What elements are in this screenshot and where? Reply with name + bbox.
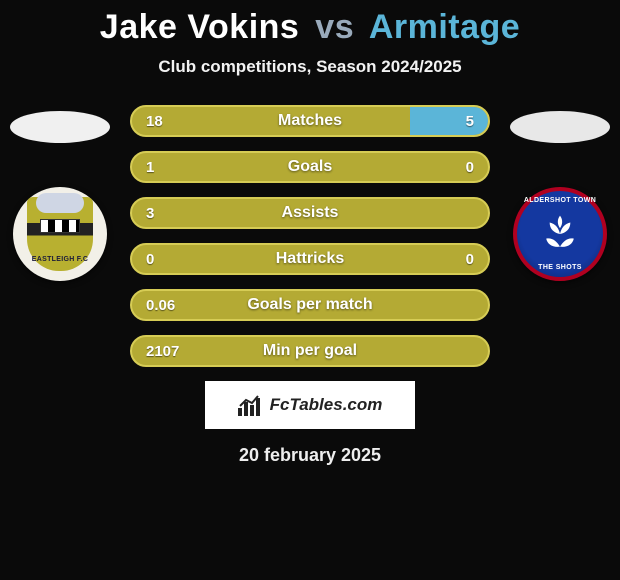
badge-right-bottom: THE SHOTS [517, 264, 603, 271]
stat-bar: 1 Goals 0 [130, 151, 490, 183]
watermark-text: FcTables.com [270, 395, 383, 415]
stat-bars: 18 Matches 5 1 Goals 0 3 Assists 0 Hattr… [130, 105, 490, 367]
subtitle: Club competitions, Season 2024/2025 [0, 57, 620, 77]
vs-label: vs [315, 8, 354, 46]
date-label: 20 february 2025 [0, 445, 620, 466]
stat-label: Hattricks [132, 250, 488, 268]
player2-silhouette [510, 111, 610, 143]
player1-silhouette [10, 111, 110, 143]
stat-label: Goals per match [132, 296, 488, 314]
stat-label: Assists [132, 204, 488, 222]
stat-bar: 18 Matches 5 [130, 105, 490, 137]
stat-bar: 0 Hattricks 0 [130, 243, 490, 275]
eastleigh-crest: EASTLEIGH F.C [27, 197, 93, 271]
stat-bar: 2107 Min per goal [130, 335, 490, 367]
badge-left-label: EASTLEIGH F.C [27, 256, 93, 263]
player2-club-badge: ALDERSHOT TOWN THE SHOTS [513, 187, 607, 281]
page-title: Jake Vokins vs Armitage [0, 0, 620, 47]
player1-column: EASTLEIGH F.C [0, 105, 120, 281]
stat-right-value: 0 [466, 251, 474, 268]
phoenix-icon [537, 211, 583, 257]
stat-label: Min per goal [132, 342, 488, 360]
stat-label: Matches [132, 112, 488, 130]
stat-right-value: 5 [466, 113, 474, 130]
player1-name: Jake Vokins [100, 8, 300, 46]
comparison-stage: EASTLEIGH F.C ALDERSHOT TOWN THE SHOTS 1… [0, 105, 620, 466]
player2-name: Armitage [369, 8, 520, 46]
stat-bar: 3 Assists [130, 197, 490, 229]
watermark: FcTables.com [205, 381, 415, 429]
stat-bar: 0.06 Goals per match [130, 289, 490, 321]
stat-right-value: 0 [466, 159, 474, 176]
stat-label: Goals [132, 158, 488, 176]
fctables-logo-icon [238, 394, 264, 416]
player1-club-badge: EASTLEIGH F.C [13, 187, 107, 281]
player2-column: ALDERSHOT TOWN THE SHOTS [500, 105, 620, 281]
